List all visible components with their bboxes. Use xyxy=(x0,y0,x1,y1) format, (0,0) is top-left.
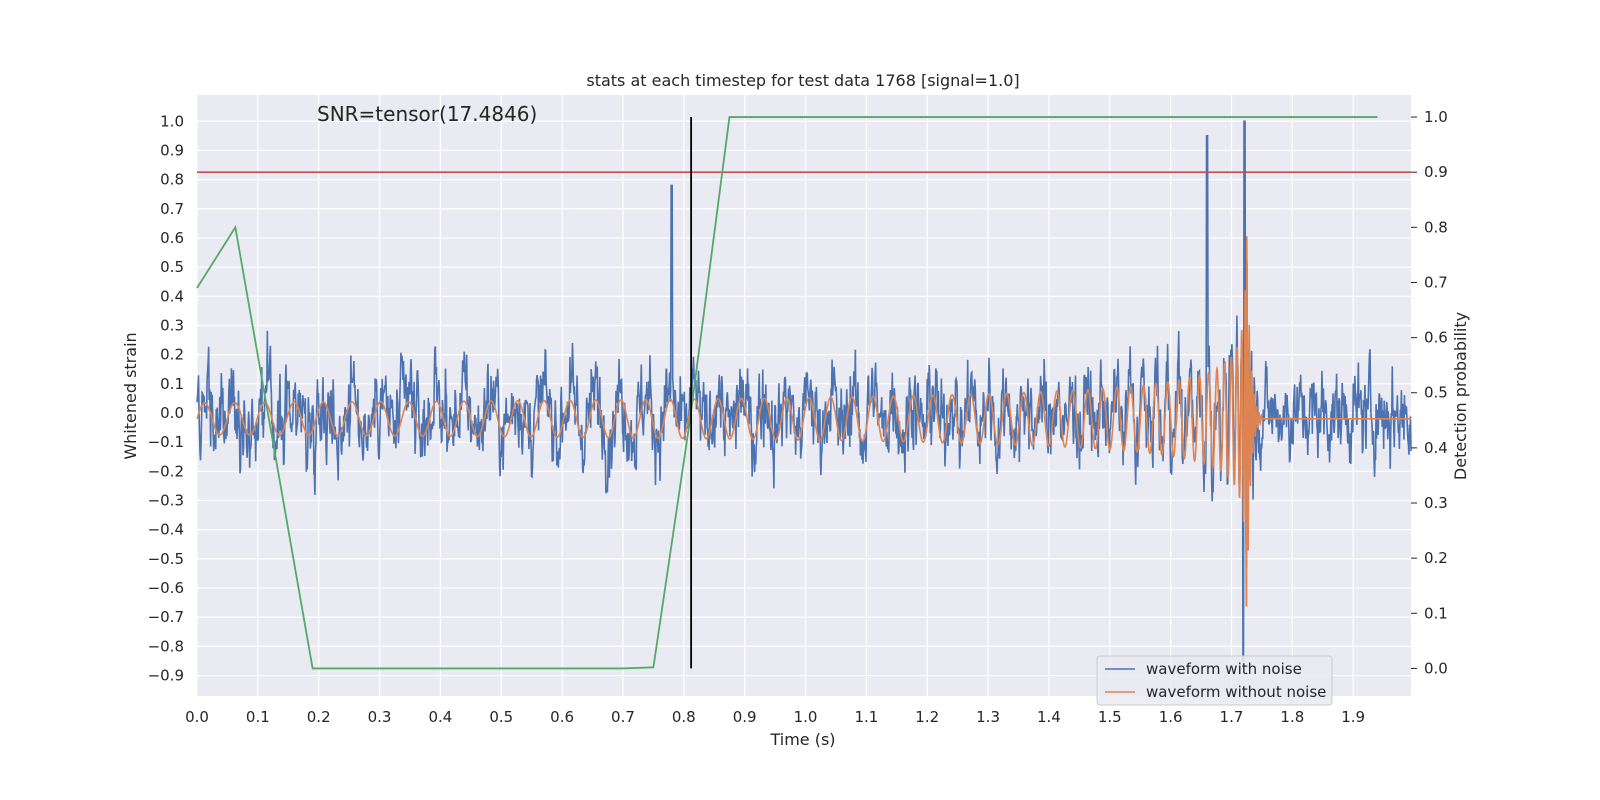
y-tick-label-left: 0.9 xyxy=(160,141,184,159)
y-tick-label-left: 0.4 xyxy=(160,287,184,305)
x-tick-label: 1.4 xyxy=(1037,708,1061,726)
x-tick-label: 1.0 xyxy=(794,708,818,726)
grid xyxy=(196,95,1411,696)
y-axis-label-right: Detection probability xyxy=(1451,312,1470,480)
y-tick-label-left: 0.1 xyxy=(160,375,184,393)
x-tick-label: 0.8 xyxy=(672,708,696,726)
y-tick-label-left: 0.0 xyxy=(160,404,184,422)
x-tick-label: 1.7 xyxy=(1220,708,1244,726)
y-tick-label-left: −0.9 xyxy=(148,667,184,685)
y-tick-label-right: 1.0 xyxy=(1424,108,1448,126)
y-tick-label-left: −0.3 xyxy=(148,492,184,510)
y-tick-label-left: 0.2 xyxy=(160,346,184,364)
y-tick-label-left: 0.6 xyxy=(160,229,184,247)
legend: waveform with noise waveform without noi… xyxy=(1096,655,1333,706)
x-tick-label: 0.1 xyxy=(246,708,270,726)
y-tick-label-left: −0.1 xyxy=(148,433,184,451)
y-tick-label-right: 0.5 xyxy=(1424,384,1448,402)
chart-title: stats at each timestep for test data 176… xyxy=(586,71,1019,90)
tick-labels: 0.0 0.1 0.2 0.3 0.4 0.5 0.6 0.7 0.8 0.9 1.0 1.1 1.2 1… xyxy=(148,108,1448,726)
y-tick-label-left: −0.7 xyxy=(148,608,184,626)
y-tick-label-left: 0.8 xyxy=(160,171,184,189)
y-tick-label-right: 0.0 xyxy=(1424,659,1448,677)
y-tick-label-left: 0.7 xyxy=(160,200,184,218)
plot-area xyxy=(196,116,1412,670)
x-tick-label: 0.6 xyxy=(550,708,574,726)
x-tick-label: 0.5 xyxy=(489,708,513,726)
y-tick-label-left: −0.6 xyxy=(148,579,184,597)
x-tick-label: 0.4 xyxy=(428,708,452,726)
series-line-waveform-without-noise xyxy=(196,236,1411,607)
x-tick-label: 1.9 xyxy=(1341,708,1365,726)
legend-box xyxy=(1096,655,1333,706)
y-tick-label-right: 0.2 xyxy=(1424,549,1448,567)
y-tick-label-left: 0.3 xyxy=(160,316,184,334)
y-tick-label-left: −0.8 xyxy=(148,637,184,655)
x-tick-label: 0.3 xyxy=(368,708,392,726)
x-tick-label: 0.7 xyxy=(611,708,635,726)
x-tick-label: 1.5 xyxy=(1098,708,1122,726)
y-tick-label-left: 0.5 xyxy=(160,258,184,276)
legend-label-clean: waveform without noise xyxy=(1146,683,1326,701)
y-tick-label-left: −0.4 xyxy=(148,521,184,539)
y-tick-label-left: −0.2 xyxy=(148,462,184,480)
snr-annotation: SNR=tensor(17.4846) xyxy=(317,102,537,126)
y-tick-label-right: 0.8 xyxy=(1424,218,1448,236)
series-line-detection-probability xyxy=(196,116,1378,670)
y-tick-label-right: 0.4 xyxy=(1424,439,1448,457)
y-tick-label-left: −0.5 xyxy=(148,550,184,568)
x-axis-label: Time (s) xyxy=(769,730,835,749)
y-tick-label-right: 0.6 xyxy=(1424,329,1448,347)
y-tick-label-right: 0.1 xyxy=(1424,604,1448,622)
x-tick-label: 0.0 xyxy=(185,708,209,726)
y-axis-label-left: Whitened strain xyxy=(121,332,140,459)
x-tick-label: 0.2 xyxy=(307,708,331,726)
x-tick-label: 1.3 xyxy=(976,708,1000,726)
y-tick-label-left: 1.0 xyxy=(160,112,184,130)
x-tick-label: 0.9 xyxy=(733,708,757,726)
x-tick-label: 1.6 xyxy=(1159,708,1183,726)
y-tick-label-right: 0.9 xyxy=(1424,163,1448,181)
x-tick-label: 1.2 xyxy=(915,708,939,726)
x-tick-label: 1.1 xyxy=(854,708,878,726)
y-tick-label-right: 0.7 xyxy=(1424,273,1448,291)
y-tick-label-right: 0.3 xyxy=(1424,494,1448,512)
x-tick-label: 1.8 xyxy=(1280,708,1304,726)
legend-label-noise: waveform with noise xyxy=(1146,660,1302,678)
